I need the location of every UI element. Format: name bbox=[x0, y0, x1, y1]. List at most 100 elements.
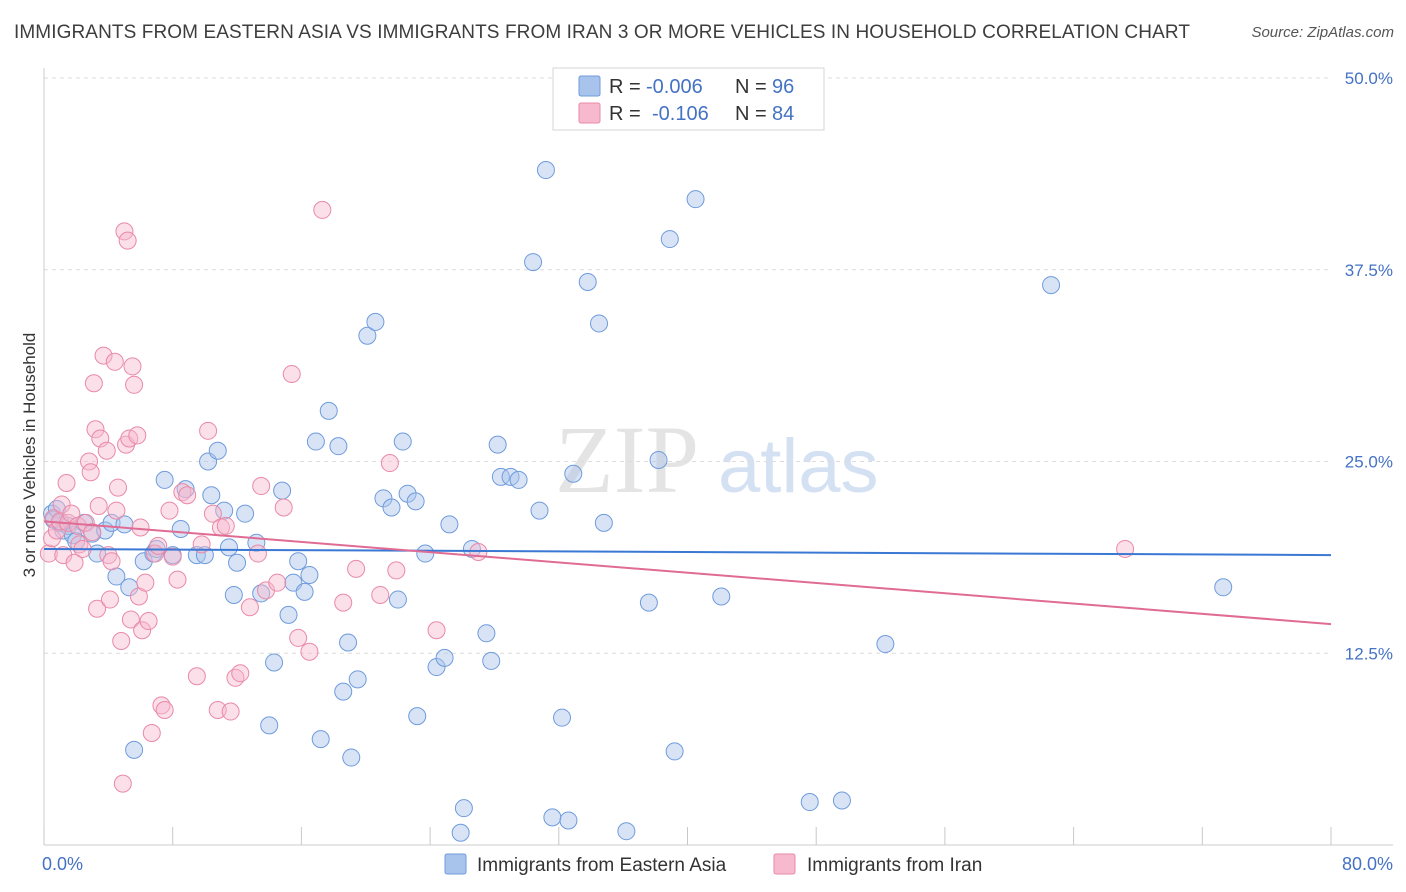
series-eastern-asia-points bbox=[43, 161, 1233, 842]
legend-n-label-1: N = bbox=[735, 103, 767, 125]
point-0-71 bbox=[491, 467, 510, 486]
point-0-83 bbox=[594, 513, 613, 532]
point-0-33 bbox=[236, 504, 255, 523]
point-1-73 bbox=[289, 628, 308, 647]
point-1-66 bbox=[240, 598, 259, 617]
point-1-29 bbox=[109, 478, 128, 497]
legend: R = -0.006 N = 96 R = -0.106 N = 84 bbox=[552, 67, 825, 131]
x-tick-label-1: 80.0% bbox=[1342, 854, 1393, 874]
point-0-91 bbox=[800, 793, 819, 812]
axes bbox=[43, 68, 1393, 846]
point-0-68 bbox=[477, 624, 496, 643]
bottom-legend-swatch-eastern-asia bbox=[444, 853, 467, 875]
point-0-32 bbox=[228, 553, 247, 572]
point-1-79 bbox=[380, 454, 399, 473]
point-0-78 bbox=[559, 811, 578, 830]
point-1-36 bbox=[121, 610, 140, 629]
legend-r-value-0: -0.006 bbox=[646, 76, 703, 98]
trend-lines bbox=[43, 520, 1332, 626]
point-0-16 bbox=[125, 740, 144, 759]
point-0-87 bbox=[660, 230, 679, 249]
point-0-25 bbox=[195, 546, 214, 565]
point-0-89 bbox=[686, 190, 705, 209]
point-0-45 bbox=[311, 730, 330, 749]
point-1-57 bbox=[192, 535, 211, 554]
point-1-46 bbox=[142, 724, 161, 743]
point-0-36 bbox=[260, 716, 279, 735]
point-0-65 bbox=[454, 799, 473, 818]
point-1-31 bbox=[107, 501, 126, 520]
point-0-86 bbox=[649, 450, 668, 469]
point-0-52 bbox=[358, 326, 377, 345]
point-1-59 bbox=[203, 504, 222, 523]
point-0-57 bbox=[393, 432, 412, 451]
y-tick-label-2: 37.5% bbox=[1345, 261, 1393, 280]
point-1-56 bbox=[187, 667, 206, 686]
point-1-43 bbox=[133, 621, 152, 640]
point-0-94 bbox=[1042, 276, 1061, 295]
point-0-90 bbox=[712, 587, 731, 606]
point-0-55 bbox=[382, 498, 401, 517]
point-1-80 bbox=[387, 561, 406, 580]
trend-line-1 bbox=[43, 520, 1332, 626]
legend-swatch-eastern-asia bbox=[578, 75, 601, 97]
point-0-69 bbox=[482, 651, 501, 670]
point-1-42 bbox=[131, 518, 150, 537]
point-1-51 bbox=[160, 501, 179, 520]
point-1-54 bbox=[173, 483, 192, 502]
point-1-24 bbox=[97, 441, 116, 460]
point-0-41 bbox=[289, 552, 308, 571]
point-0-88 bbox=[665, 742, 684, 761]
point-1-74 bbox=[300, 642, 319, 661]
y-tick-label-1: 25.0% bbox=[1345, 453, 1393, 472]
point-0-81 bbox=[578, 273, 597, 292]
point-0-44 bbox=[306, 432, 325, 451]
point-0-43 bbox=[300, 566, 319, 585]
point-0-27 bbox=[202, 486, 221, 505]
point-1-19 bbox=[88, 599, 107, 618]
watermark-atlas: atlas bbox=[718, 424, 879, 509]
point-1-44 bbox=[136, 573, 155, 592]
y-tick-label-0: 12.5% bbox=[1345, 644, 1393, 663]
point-0-50 bbox=[348, 670, 367, 689]
point-0-80 bbox=[564, 464, 583, 483]
point-0-37 bbox=[265, 653, 284, 672]
point-1-16 bbox=[81, 463, 100, 482]
point-1-38 bbox=[125, 375, 144, 394]
point-0-73 bbox=[509, 470, 528, 489]
point-0-92 bbox=[832, 791, 851, 810]
point-1-50 bbox=[155, 701, 174, 720]
point-1-5 bbox=[52, 495, 71, 514]
point-1-60 bbox=[208, 701, 227, 720]
point-0-22 bbox=[171, 519, 190, 538]
point-1-52 bbox=[163, 547, 182, 566]
point-1-10 bbox=[65, 553, 84, 572]
point-0-70 bbox=[488, 435, 507, 454]
point-0-76 bbox=[536, 161, 555, 180]
series-iran-points bbox=[39, 200, 1135, 793]
point-1-28 bbox=[105, 352, 124, 371]
point-1-81 bbox=[427, 621, 446, 640]
point-0-59 bbox=[406, 492, 425, 511]
bottom-legend: Immigrants from Eastern Asia Immigrants … bbox=[444, 853, 982, 876]
point-0-51 bbox=[342, 748, 361, 767]
point-1-20 bbox=[86, 420, 105, 439]
point-1-18 bbox=[84, 374, 103, 393]
point-1-39 bbox=[128, 426, 147, 445]
point-0-66 bbox=[451, 823, 470, 842]
point-0-53 bbox=[366, 312, 385, 331]
point-1-58 bbox=[199, 421, 218, 440]
point-1-30 bbox=[112, 631, 131, 650]
point-0-93 bbox=[876, 635, 895, 654]
point-0-95 bbox=[1214, 578, 1233, 597]
legend-n-label-0: N = bbox=[735, 76, 767, 98]
point-1-67 bbox=[248, 544, 267, 563]
point-1-62 bbox=[216, 516, 235, 535]
point-1-63 bbox=[221, 702, 240, 721]
watermark-zip: ZIP bbox=[555, 406, 699, 513]
point-0-49 bbox=[339, 633, 358, 652]
point-0-63 bbox=[435, 648, 454, 667]
point-0-46 bbox=[319, 401, 338, 420]
watermark: ZIP atlas bbox=[555, 406, 879, 513]
